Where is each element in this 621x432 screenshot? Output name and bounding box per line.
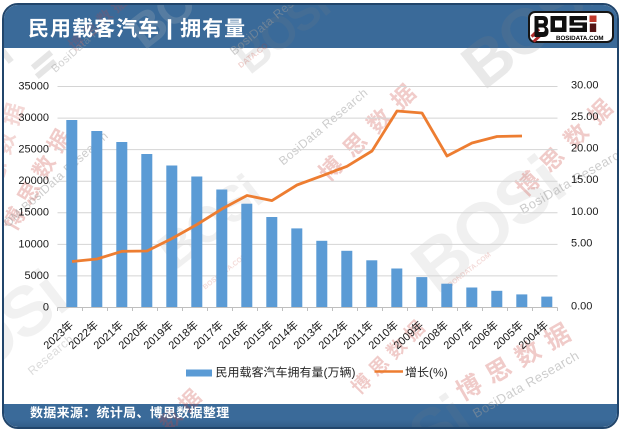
svg-text:BOSIDATA.COM: BOSIDATA.COM — [556, 35, 604, 42]
svg-text:35000: 35000 — [18, 80, 49, 92]
svg-text:10.00: 10.00 — [571, 206, 599, 218]
svg-text:5000: 5000 — [25, 270, 49, 282]
svg-text:25.00: 25.00 — [571, 111, 599, 123]
svg-text:0: 0 — [43, 301, 49, 313]
svg-text:15.00: 15.00 — [571, 174, 599, 186]
svg-text:20.00: 20.00 — [571, 143, 599, 155]
svg-text:25000: 25000 — [18, 144, 49, 156]
svg-text:0.00: 0.00 — [571, 301, 592, 313]
svg-text:5.00: 5.00 — [571, 237, 592, 249]
svg-text:15000: 15000 — [18, 207, 49, 219]
svg-text:30.00: 30.00 — [571, 80, 599, 92]
svg-text:30000: 30000 — [18, 112, 49, 124]
svg-text:20000: 20000 — [18, 175, 49, 187]
svg-text:10000: 10000 — [18, 238, 49, 250]
